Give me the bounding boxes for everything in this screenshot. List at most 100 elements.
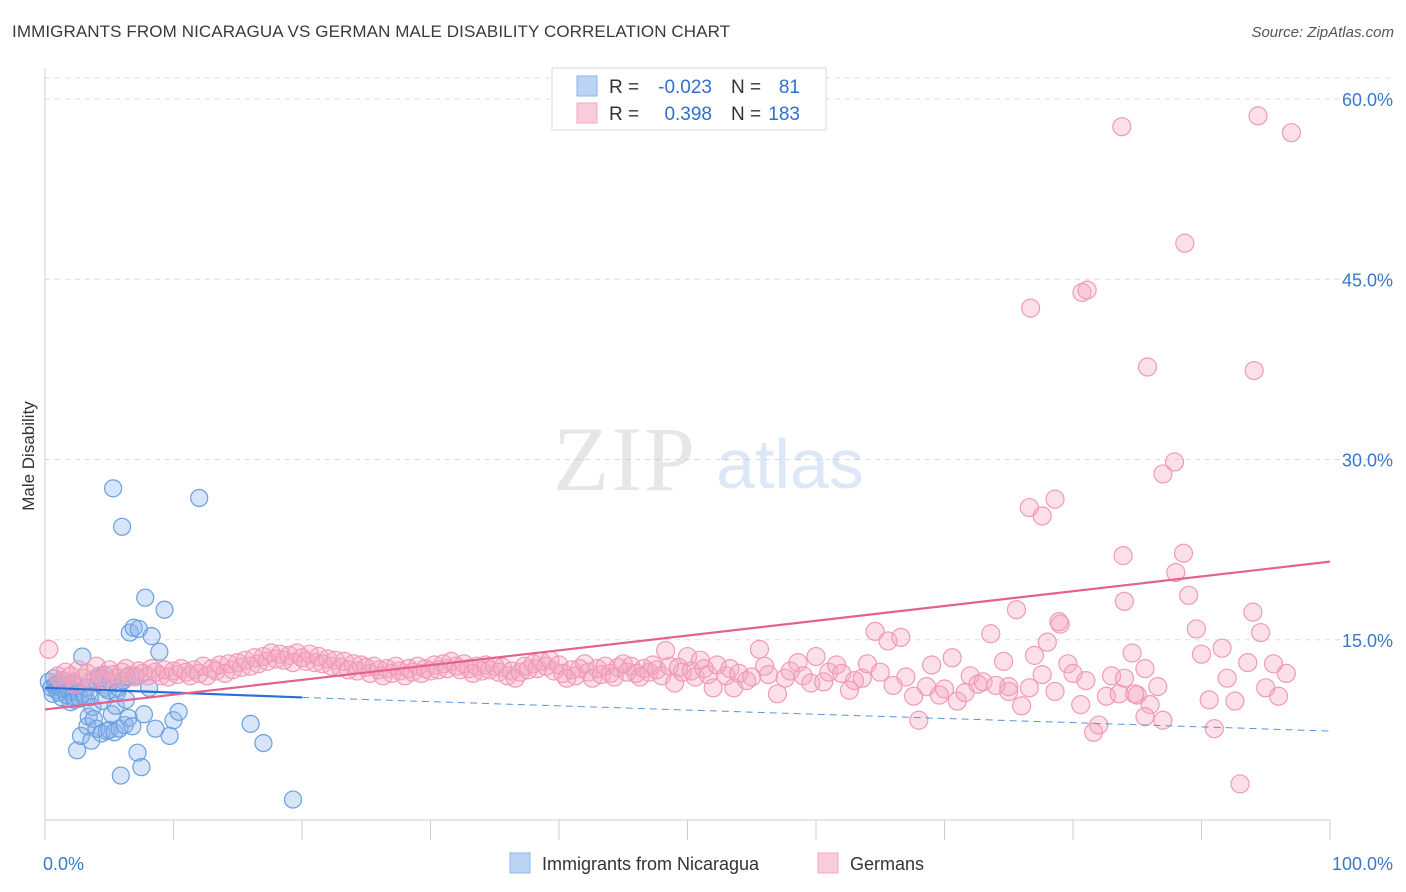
point-germans-237 xyxy=(1238,652,1258,673)
point-germans-162 xyxy=(749,639,770,659)
point-germans-182 xyxy=(878,631,898,651)
legend-n-value-2: 183 xyxy=(768,104,800,125)
point-germans-208 xyxy=(1045,681,1065,702)
legend-r-label-2: R = xyxy=(609,104,639,125)
watermark-zip: ZIP xyxy=(553,408,697,510)
point-germans-250 xyxy=(1112,117,1132,137)
point-germans-161 xyxy=(742,667,762,687)
point-nicaragua-80 xyxy=(241,714,260,733)
point-germans-231 xyxy=(1199,690,1219,710)
point-nicaragua-63 xyxy=(123,717,142,736)
point-germans-256 xyxy=(1248,106,1268,126)
x-tick-label-0: 0.0% xyxy=(43,854,84,874)
point-nicaragua-79 xyxy=(190,488,209,508)
point-germans-157 xyxy=(720,658,740,679)
point-germans-186 xyxy=(904,686,924,706)
watermark: ZIP atlas xyxy=(553,408,864,510)
series-immigrants-from-nicaragua xyxy=(39,479,303,809)
point-germans-131 xyxy=(604,667,624,687)
point-germans-141 xyxy=(647,660,667,680)
point-germans-198 xyxy=(981,624,1001,644)
point-germans-219 xyxy=(1114,668,1135,688)
point-germans-171 xyxy=(806,646,826,667)
point-germans-143 xyxy=(656,640,676,661)
point-germans-185 xyxy=(896,667,916,687)
x-tick-labels: 0.0% 100.0% xyxy=(43,854,1393,874)
point-germans-184 xyxy=(891,627,911,647)
point-germans-229 xyxy=(1186,619,1206,639)
point-germans-253 xyxy=(1164,452,1185,472)
point-germans-249 xyxy=(1077,280,1097,300)
bottom-legend-swatch-nicaragua xyxy=(509,852,531,874)
point-germans-181 xyxy=(870,662,890,682)
point-nicaragua-66 xyxy=(128,743,147,762)
point-germans-159 xyxy=(729,663,749,684)
trend-nicaragua xyxy=(44,686,303,699)
point-germans-176 xyxy=(839,680,860,700)
point-germans-230 xyxy=(1191,644,1212,664)
point-nicaragua-70 xyxy=(136,588,155,607)
point-germans-192 xyxy=(942,648,962,668)
point-germans-145 xyxy=(665,673,685,693)
point-germans-248 xyxy=(1072,282,1092,303)
point-germans-261 xyxy=(1125,684,1145,704)
point-germans-206 xyxy=(1032,665,1052,685)
point-germans-243 xyxy=(1276,663,1296,684)
point-germans-262 xyxy=(1049,612,1069,632)
point-nicaragua-81 xyxy=(254,733,273,753)
point-germans-154 xyxy=(703,678,723,698)
point-nicaragua-69 xyxy=(134,705,154,724)
point-germans-190 xyxy=(929,685,949,705)
point-germans-245 xyxy=(1032,506,1052,526)
point-germans-187 xyxy=(909,710,929,730)
point-germans-207 xyxy=(1037,632,1057,652)
point-germans-204 xyxy=(1019,678,1039,698)
legend-r-value-1: -0.023 xyxy=(658,77,712,98)
y-tick-labels: 15.0% 30.0% 45.0% 60.0% xyxy=(1342,90,1393,651)
point-germans-251 xyxy=(1137,357,1158,377)
legend-r-label-1: R = xyxy=(609,77,639,98)
stats-legend: R = -0.023 N = 81 R = 0.398 N = 183 xyxy=(551,67,827,131)
point-germans-189 xyxy=(922,655,942,675)
point-germans-246 xyxy=(1045,489,1065,509)
series-legend: Immigrants from Nicaragua Germans xyxy=(509,852,924,874)
point-germans-228 xyxy=(1179,585,1199,605)
point-nicaragua-61 xyxy=(119,708,138,727)
point-nicaragua-32 xyxy=(82,731,101,750)
point-germans-130 xyxy=(600,663,621,684)
legend-n-value-1: 81 xyxy=(779,77,800,98)
point-germans-164 xyxy=(758,665,779,685)
point-germans-0 xyxy=(39,639,59,659)
legend-n-label-2: N = xyxy=(731,104,761,125)
series-germans xyxy=(39,106,1302,794)
point-germans-236 xyxy=(1230,774,1250,794)
point-nicaragua-24 xyxy=(71,726,91,745)
axes xyxy=(44,68,1331,840)
point-germans-222 xyxy=(1135,658,1155,679)
point-nicaragua-68 xyxy=(132,758,151,777)
point-germans-180 xyxy=(865,621,885,641)
chart-title: IMMIGRANTS FROM NICARAGUA VS GERMAN MALE… xyxy=(12,22,731,41)
point-germans-215 xyxy=(1089,715,1109,735)
trend-lines xyxy=(44,560,1331,732)
point-germans-227 xyxy=(1173,543,1194,563)
y-tick-label-2: 45.0% xyxy=(1342,270,1393,290)
point-nicaragua-75 xyxy=(155,600,174,619)
y-axis-label: Male Disability xyxy=(19,401,38,511)
point-nicaragua-49 xyxy=(104,479,123,498)
point-germans-257 xyxy=(1281,123,1302,143)
point-germans-223 xyxy=(1140,695,1160,715)
point-germans-225 xyxy=(1153,710,1173,730)
point-germans-234 xyxy=(1217,668,1237,688)
point-germans-247 xyxy=(1020,298,1041,318)
point-germans-232 xyxy=(1204,719,1224,739)
point-germans-203 xyxy=(1011,696,1032,716)
point-germans-201 xyxy=(999,677,1019,697)
y-tick-label-1: 30.0% xyxy=(1342,451,1393,471)
point-germans-165 xyxy=(767,684,788,704)
point-germans-238 xyxy=(1243,602,1263,622)
legend-r-value-2: 0.398 xyxy=(664,104,712,125)
point-nicaragua-74 xyxy=(150,642,169,661)
trend-germans xyxy=(44,560,1331,711)
point-nicaragua-82 xyxy=(283,790,303,809)
